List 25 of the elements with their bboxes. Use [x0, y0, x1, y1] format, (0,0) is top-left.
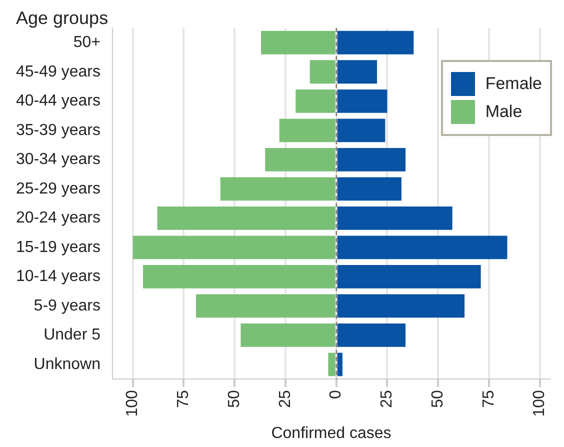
x-tick-label: 100 [124, 390, 142, 417]
x-tick-label: 25 [378, 390, 396, 408]
y-tick-label: Under 5 [44, 326, 101, 344]
x-axis-title: Confirmed cases [271, 424, 392, 442]
y-tick-label: 15-19 years [16, 238, 100, 256]
y-tick-label: Unknown [34, 356, 100, 373]
legend-label: Female [485, 74, 542, 94]
y-tick-label: 10-14 years [16, 268, 100, 286]
y-axis-title: Age groups [16, 8, 108, 28]
x-tick-label: 25 [276, 390, 294, 408]
y-tick-label: 45-49 years [16, 63, 100, 80]
y-tick-label: 40-44 years [16, 92, 100, 110]
y-tick-label: 25-29 years [16, 180, 100, 198]
x-tick-label: 75 [480, 390, 498, 408]
x-tick-label: 50 [429, 390, 446, 408]
x-tick-label: 50 [226, 390, 243, 408]
legend-label: Male [485, 102, 522, 122]
y-tick-label: 30-34 years [16, 151, 100, 168]
y-tick-label: 35-39 years [16, 122, 100, 139]
x-tick-label: 75 [175, 390, 192, 408]
y-tick-label: 50+ [73, 34, 100, 52]
y-tick-label: 5-9 years [34, 297, 100, 314]
y-tick-label: 20-24 years [16, 210, 100, 227]
x-tick-label: 0 [328, 390, 345, 400]
x-tick-label: 100 [531, 390, 548, 417]
